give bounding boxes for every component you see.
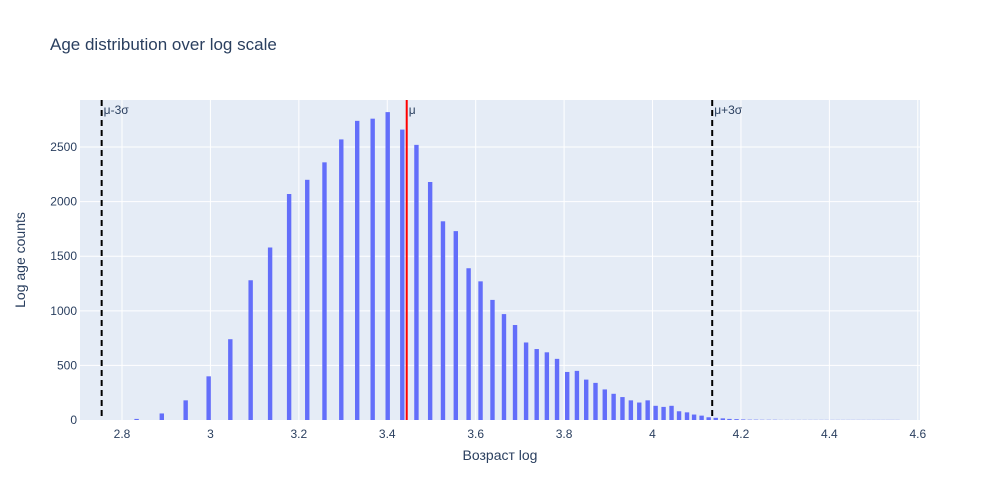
- bar: [490, 299, 495, 420]
- bar: [501, 314, 507, 420]
- bar: [554, 358, 560, 420]
- bar: [523, 342, 529, 420]
- bar: [339, 139, 344, 421]
- x-axis-ticks: 2.8 3 3.2 3.4 3.6 3.8 4 4.2 4.4 4.6: [114, 427, 927, 441]
- bar: [248, 280, 253, 420]
- x-tick-label: 3.2: [290, 427, 307, 441]
- bar: [734, 419, 739, 420]
- x-axis-title: Возраст log: [463, 447, 538, 463]
- bar: [478, 281, 483, 420]
- bar: [385, 112, 390, 421]
- bar: [706, 417, 711, 420]
- x-tick-label: 4.2: [733, 427, 750, 441]
- bar: [584, 379, 589, 420]
- bar: [653, 405, 658, 420]
- plot-area[interactable]: [80, 100, 920, 420]
- bar: [574, 370, 580, 420]
- bar: [206, 376, 211, 420]
- bar: [355, 120, 360, 420]
- bar: [183, 400, 188, 420]
- bar: [370, 118, 375, 420]
- y-tick-label: 2500: [50, 140, 77, 154]
- bar: [699, 415, 704, 420]
- bar: [593, 382, 598, 420]
- bar: [740, 419, 746, 420]
- bars: [134, 112, 900, 421]
- x-tick-label: 4: [649, 427, 656, 441]
- x-tick-label: 2.8: [114, 427, 131, 441]
- bar: [134, 418, 139, 420]
- bar: [267, 247, 273, 420]
- y-axis-title: Log age counts: [12, 212, 28, 308]
- bar: [602, 389, 607, 420]
- bar: [645, 400, 650, 420]
- reference-label: μ+3σ: [714, 103, 743, 117]
- bar: [512, 325, 518, 420]
- reference-lines: μ-3σ μ μ+3σ: [100, 100, 743, 420]
- bar: [628, 400, 634, 420]
- bar: [691, 414, 697, 420]
- bar: [676, 411, 682, 420]
- x-tick-label: 3.4: [379, 427, 396, 441]
- y-tick-label: 2000: [50, 195, 77, 209]
- bar: [440, 221, 446, 420]
- bar: [713, 417, 718, 420]
- y-tick-label: 1000: [50, 304, 77, 318]
- bar: [661, 406, 666, 420]
- bar: [305, 179, 310, 420]
- gridlines: [80, 100, 920, 420]
- bar: [414, 144, 419, 420]
- bar: [720, 418, 726, 420]
- bar: [620, 397, 625, 420]
- y-tick-label: 0: [70, 413, 77, 427]
- bar: [684, 412, 690, 420]
- y-axis-ticks: 0 500 1000 1500 2000 2500: [50, 140, 77, 427]
- bar: [534, 349, 539, 420]
- bar: [669, 405, 674, 420]
- bar: [159, 413, 164, 420]
- bar: [286, 194, 292, 420]
- bar: [228, 339, 233, 420]
- bar: [466, 268, 471, 420]
- y-tick-label: 1500: [50, 249, 77, 263]
- bar: [427, 181, 433, 420]
- x-tick-label: 3: [207, 427, 214, 441]
- chart-title: Age distribution over log scale: [50, 35, 277, 54]
- bar: [637, 402, 642, 420]
- bar: [453, 231, 458, 420]
- reference-label: μ: [409, 103, 416, 117]
- x-tick-label: 3.6: [467, 427, 484, 441]
- bar: [322, 162, 327, 420]
- y-tick-label: 500: [57, 358, 77, 372]
- reference-label: μ-3σ: [104, 103, 130, 117]
- bar: [565, 371, 570, 420]
- bar: [727, 418, 732, 420]
- bar: [544, 352, 550, 420]
- bar: [400, 129, 405, 421]
- bar: [611, 393, 616, 420]
- x-tick-label: 4.6: [909, 427, 926, 441]
- x-tick-label: 4.4: [821, 427, 838, 441]
- x-tick-label: 3.8: [556, 427, 573, 441]
